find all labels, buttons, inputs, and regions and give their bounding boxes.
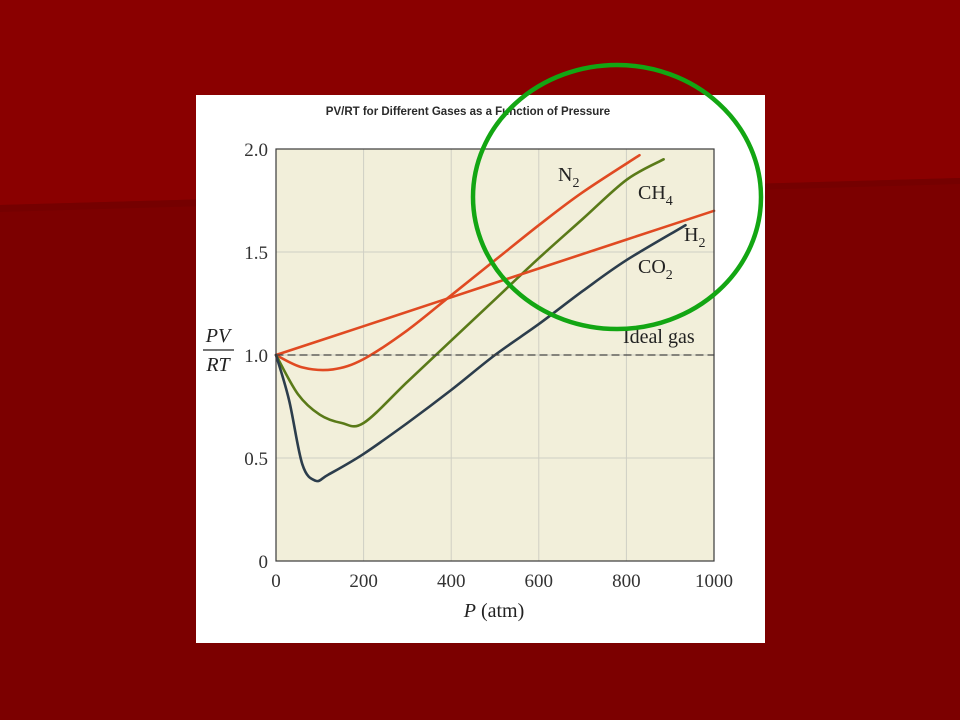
chart-title: PV/RT for Different Gases as a Function … bbox=[326, 106, 610, 118]
x-tick-label: 600 bbox=[525, 571, 554, 592]
x-tick-label: 400 bbox=[437, 571, 466, 592]
y-tick-labels: 0 0.5 1.0 1.5 2.0 bbox=[244, 140, 268, 573]
x-tick-labels: 0 200 400 600 800 1000 bbox=[271, 571, 733, 592]
y-tick-label: 0.5 bbox=[244, 449, 268, 470]
x-tick-label: 0 bbox=[271, 571, 281, 592]
y-tick-label: 0 bbox=[259, 552, 269, 573]
x-axis-label: P (atm) bbox=[463, 600, 525, 622]
figure-card: PV/RT for Different Gases as a Function … bbox=[196, 95, 765, 643]
pv-rt-chart: PV/RT for Different Gases as a Function … bbox=[203, 106, 733, 622]
y-tick-label: 2.0 bbox=[244, 140, 268, 161]
x-tick-label: 800 bbox=[612, 571, 641, 592]
x-tick-label: 200 bbox=[349, 571, 378, 592]
y-tick-label: 1.5 bbox=[244, 243, 268, 264]
y-axis-label-numerator: PV bbox=[205, 325, 233, 347]
y-tick-label: 1.0 bbox=[244, 346, 268, 367]
y-axis-label-denominator: RT bbox=[205, 354, 231, 376]
x-tick-label: 1000 bbox=[695, 571, 733, 592]
label-ideal-gas: Ideal gas bbox=[623, 326, 695, 348]
